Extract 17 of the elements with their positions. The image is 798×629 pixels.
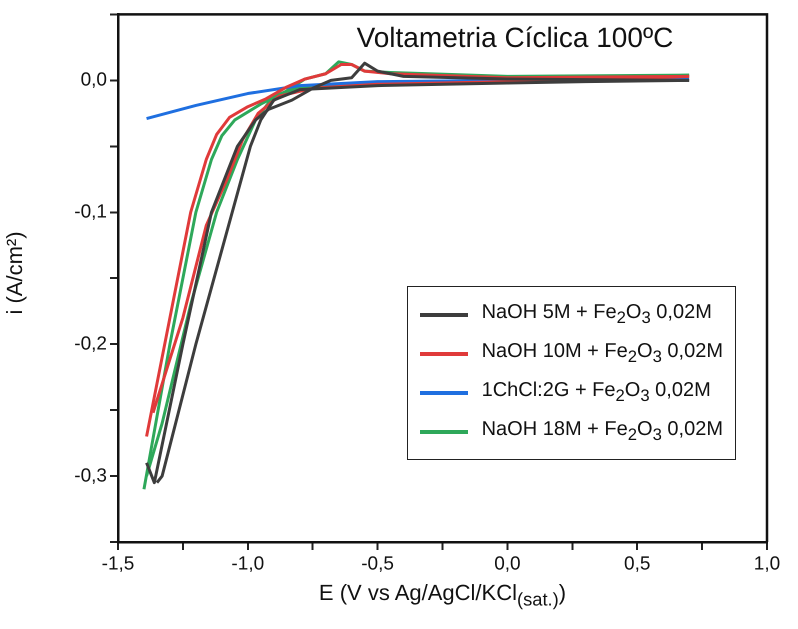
legend-label: NaOH 10M + Fe$_{2}$O$_{3}$ 0,02M	[482, 340, 723, 367]
legend-label: NaOH 5M + Fe$_{2}$O$_{3}$ 0,02M	[482, 301, 712, 328]
x-tick-label: -0,5	[361, 554, 394, 575]
y-tick-label: 0,0	[80, 70, 107, 91]
y-axis-title: i (A/cm²)	[2, 230, 28, 317]
x-tick-label: 1,0	[754, 554, 780, 575]
y-tick-label: -0,1	[74, 201, 107, 222]
chart-title: Voltametria Cíclica 100ºC	[356, 22, 674, 54]
x-tick-label: 0,0	[494, 554, 521, 575]
y-tick-label: -0,3	[74, 465, 107, 486]
legend-label: 1ChCl:2G + Fe$_{2}$O$_{3}$ 0,02M	[482, 379, 711, 406]
x-tick-label: 0,5	[624, 554, 650, 575]
x-tick-label: -1,5	[102, 554, 134, 575]
y-tick-label: -0,2	[74, 333, 107, 354]
legend-label: NaOH 18M + Fe$_{2}$O$_{3}$ 0,02M	[482, 418, 723, 445]
x-tick-label: -1,0	[231, 554, 264, 575]
x-axis-title: E (V vs Ag/AgCl/KCl$_{(sat.)}$)	[318, 580, 568, 610]
